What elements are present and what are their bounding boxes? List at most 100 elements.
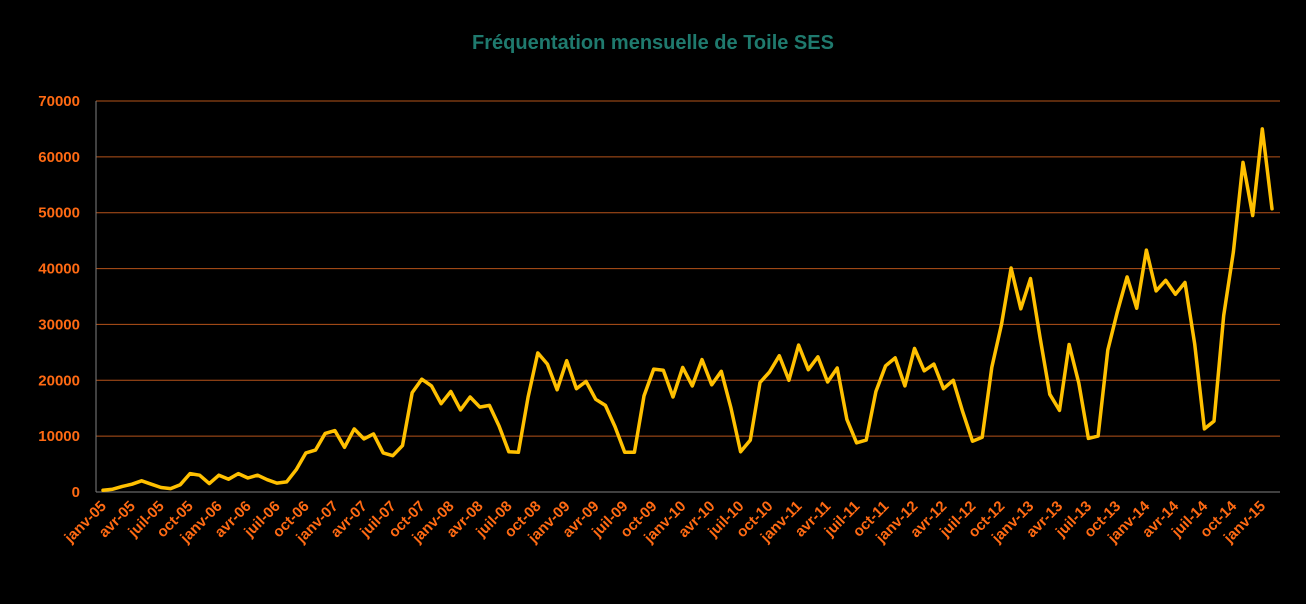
data-point xyxy=(797,344,800,347)
data-point xyxy=(102,489,105,492)
data-point xyxy=(1261,127,1264,130)
data-point xyxy=(478,406,481,409)
data-point xyxy=(362,437,365,440)
data-point xyxy=(237,472,240,475)
data-point xyxy=(314,449,317,452)
data-point xyxy=(227,478,230,481)
data-point xyxy=(430,384,433,387)
series-line xyxy=(101,127,1274,493)
data-point xyxy=(217,474,220,477)
data-point xyxy=(623,451,626,454)
data-point xyxy=(198,474,201,477)
data-point xyxy=(1039,336,1042,339)
y-tick-label-50000: 50000 xyxy=(38,205,80,222)
data-point xyxy=(169,487,172,490)
data-point xyxy=(652,368,655,371)
data-point xyxy=(701,358,704,361)
data-point xyxy=(836,367,839,370)
data-point xyxy=(594,398,597,401)
data-point xyxy=(865,439,868,442)
data-point xyxy=(730,407,733,410)
data-point xyxy=(662,369,665,372)
data-point xyxy=(971,440,974,443)
data-point xyxy=(565,359,568,362)
data-point xyxy=(285,480,288,483)
data-point xyxy=(855,441,858,444)
data-point xyxy=(874,390,877,393)
data-point xyxy=(826,381,829,384)
data-point xyxy=(923,369,926,372)
data-point xyxy=(1058,409,1061,412)
data-point xyxy=(1087,437,1090,440)
data-point xyxy=(556,388,559,391)
data-point xyxy=(778,354,781,357)
data-point xyxy=(1155,289,1158,292)
data-point xyxy=(1232,250,1235,253)
data-point xyxy=(681,366,684,369)
data-point xyxy=(121,485,124,488)
data-point xyxy=(1174,293,1177,296)
data-point xyxy=(1203,427,1206,430)
data-point xyxy=(353,427,356,430)
data-point xyxy=(845,418,848,421)
data-point xyxy=(150,483,153,486)
series-layer xyxy=(101,127,1274,493)
x-axis-tick-labels: janv-05avr-05juil-05oct-05janv-06avr-06j… xyxy=(61,497,1270,547)
y-tick-label-0: 0 xyxy=(72,484,80,501)
data-point xyxy=(1019,307,1022,310)
data-point xyxy=(179,483,182,486)
data-point xyxy=(372,432,375,435)
data-point xyxy=(585,380,588,383)
data-point xyxy=(440,402,443,405)
data-point xyxy=(1222,314,1225,317)
y-axis-tick-labels: 0 10000 20000 30000 40000 50000 60000 70000 xyxy=(38,93,80,501)
data-point xyxy=(343,446,346,449)
data-point xyxy=(990,366,993,369)
data-point xyxy=(527,396,530,399)
data-point xyxy=(266,478,269,481)
data-point xyxy=(903,384,906,387)
data-point xyxy=(1251,214,1254,217)
data-point xyxy=(536,351,539,354)
data-point xyxy=(488,404,491,407)
data-point xyxy=(1029,277,1032,280)
data-point xyxy=(884,364,887,367)
data-point xyxy=(981,436,984,439)
data-point xyxy=(517,451,520,454)
data-point xyxy=(401,444,404,447)
data-point xyxy=(1126,275,1129,278)
data-point xyxy=(469,396,472,399)
data-point xyxy=(961,411,964,414)
axes xyxy=(95,101,1280,493)
data-point xyxy=(1164,279,1167,282)
data-point xyxy=(720,370,723,373)
data-point xyxy=(498,425,501,428)
data-point xyxy=(749,439,752,442)
data-point xyxy=(739,450,742,453)
data-point xyxy=(304,451,307,454)
y-tick-label-40000: 40000 xyxy=(38,261,80,278)
data-point xyxy=(643,394,646,397)
data-point xyxy=(1135,307,1138,310)
data-point xyxy=(449,390,452,393)
data-point xyxy=(1068,343,1071,346)
data-point xyxy=(295,468,298,471)
data-point xyxy=(391,454,394,457)
data-point xyxy=(208,482,211,485)
data-point xyxy=(1184,281,1187,284)
data-point xyxy=(507,450,510,453)
data-point xyxy=(633,451,636,454)
data-point xyxy=(333,429,336,432)
data-point xyxy=(787,379,790,382)
data-point xyxy=(1116,310,1119,313)
data-point xyxy=(131,483,134,486)
y-tick-label-20000: 20000 xyxy=(38,372,80,389)
data-point xyxy=(1077,382,1080,385)
chart-title: Fréquentation mensuelle de Toile SES xyxy=(472,32,834,54)
y-tick-label-60000: 60000 xyxy=(38,149,80,166)
data-point xyxy=(459,408,462,411)
data-point xyxy=(691,384,694,387)
data-point xyxy=(614,425,617,428)
data-point xyxy=(1097,435,1100,438)
